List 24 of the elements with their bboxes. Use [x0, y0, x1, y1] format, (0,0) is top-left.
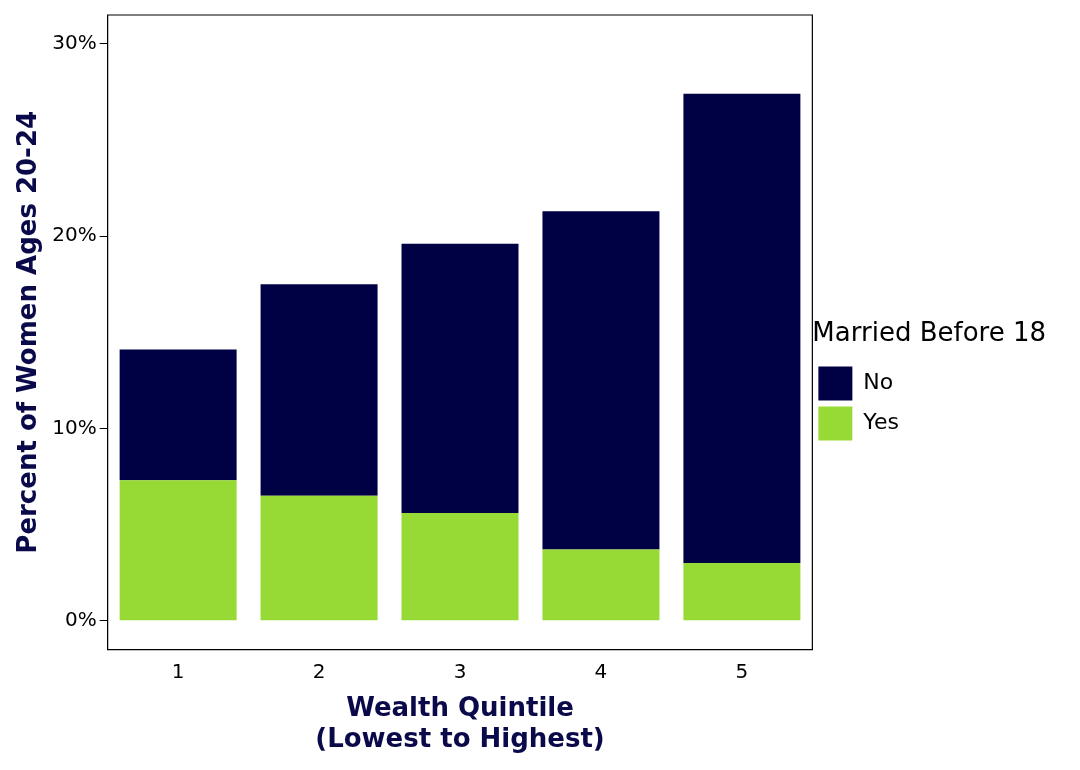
bar	[683, 93, 801, 564]
bar	[260, 284, 378, 496]
bar	[542, 549, 660, 621]
x-axis-title: Wealth Quintile (Lowest to Highest)	[315, 691, 605, 754]
legend-label: Yes	[862, 409, 899, 435]
x-tick-label: 1	[171, 658, 185, 683]
x-tick-label: 2	[312, 658, 326, 683]
bar	[683, 563, 801, 621]
y-axis-title: Percent of Women Ages 20-24	[12, 110, 43, 554]
legend-title: Married Before 18	[812, 317, 1047, 348]
bar	[401, 243, 519, 514]
x-tick-label: 5	[735, 658, 749, 683]
bar	[119, 480, 237, 621]
bar	[401, 513, 519, 621]
legend-label: No	[863, 369, 894, 395]
bar	[542, 211, 660, 550]
y-tick-label: 0%	[64, 606, 97, 631]
y-tick-label: 20%	[52, 222, 97, 247]
x-tick-label: 4	[594, 658, 608, 683]
y-tick-label: 30%	[52, 30, 97, 55]
bar	[119, 349, 237, 481]
bar	[260, 495, 378, 621]
x-tick-label: 3	[453, 658, 467, 683]
y-tick-label: 10%	[52, 414, 97, 439]
